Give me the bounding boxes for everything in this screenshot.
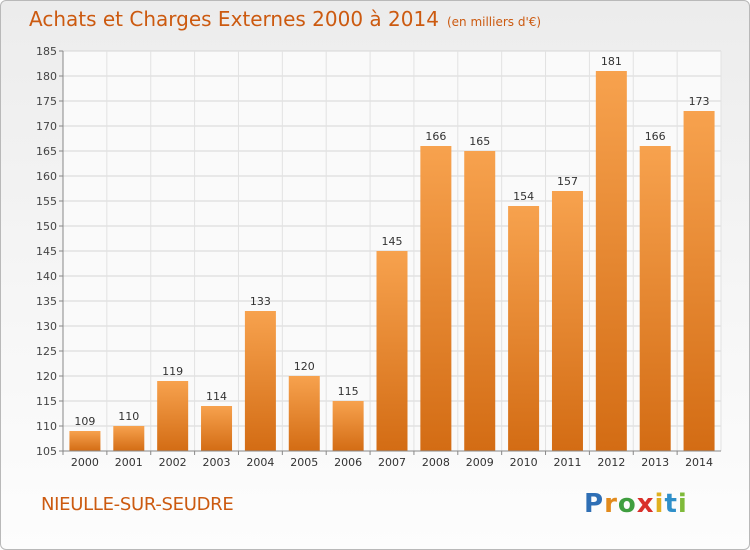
y-tick-label: 175 (36, 95, 57, 108)
bar (639, 146, 671, 451)
bar (201, 406, 233, 451)
y-tick-label: 145 (36, 245, 57, 258)
x-tick-label: 2005 (290, 456, 318, 469)
y-tick-label: 160 (36, 170, 57, 183)
x-tick-label: 2007 (378, 456, 406, 469)
x-tick-label: 2012 (597, 456, 625, 469)
bar (244, 311, 276, 451)
bar (464, 151, 496, 451)
bar (113, 426, 145, 451)
x-tick-label: 2014 (685, 456, 713, 469)
data-label: 120 (294, 360, 315, 373)
x-tick-label: 2013 (641, 456, 669, 469)
x-tick-label: 2004 (246, 456, 274, 469)
title-row: Achats et Charges Externes 2000 à 2014 (e… (29, 7, 541, 31)
data-label: 133 (250, 295, 271, 308)
proxiti-logo[interactable]: Proxiti (584, 489, 688, 519)
bar (420, 146, 452, 451)
data-label: 166 (645, 130, 666, 143)
bar (69, 431, 101, 451)
y-tick-label: 130 (36, 320, 57, 333)
y-tick-label: 165 (36, 145, 57, 158)
data-label: 110 (118, 410, 139, 423)
bar (551, 191, 583, 451)
x-tick-label: 2011 (553, 456, 581, 469)
data-label: 165 (469, 135, 490, 148)
bar (376, 251, 408, 451)
x-tick-label: 2010 (510, 456, 538, 469)
data-label: 157 (557, 175, 578, 188)
data-label: 145 (382, 235, 403, 248)
x-tick-label: 2001 (115, 456, 143, 469)
y-tick-label: 140 (36, 270, 57, 283)
bar (332, 401, 364, 451)
y-tick-label: 115 (36, 395, 57, 408)
logo-letter: i (654, 489, 665, 519)
y-tick-label: 105 (36, 445, 57, 458)
x-tick-label: 2009 (466, 456, 494, 469)
y-tick-label: 150 (36, 220, 57, 233)
y-tick-label: 135 (36, 295, 57, 308)
x-tick-label: 2003 (203, 456, 231, 469)
data-label: 114 (206, 390, 227, 403)
y-tick-label: 170 (36, 120, 57, 133)
x-tick-label: 2002 (159, 456, 187, 469)
y-tick-label: 155 (36, 195, 57, 208)
data-label: 166 (425, 130, 446, 143)
logo-letter: t (664, 489, 678, 519)
x-tick-label: 2006 (334, 456, 362, 469)
chart-subtitle: (en milliers d'€) (446, 15, 542, 29)
data-label: 109 (74, 415, 95, 428)
chart-title: Achats et Charges Externes 2000 à 2014 (29, 7, 439, 31)
logo-letter: i (677, 489, 688, 519)
data-label: 181 (601, 55, 622, 68)
bar (683, 111, 715, 451)
bar (508, 206, 540, 451)
logo-letter: r (604, 489, 618, 519)
bar (595, 71, 627, 451)
logo-letter: o (617, 489, 637, 519)
logo-letter: P (584, 489, 605, 519)
bar (157, 381, 189, 451)
y-tick-label: 125 (36, 345, 57, 358)
bar (288, 376, 320, 451)
data-label: 119 (162, 365, 183, 378)
x-tick-label: 2000 (71, 456, 99, 469)
data-label: 154 (513, 190, 534, 203)
y-tick-label: 180 (36, 70, 57, 83)
y-tick-label: 185 (36, 45, 57, 58)
place-name: NIEULLE-SUR-SEUDRE (41, 494, 234, 515)
x-tick-label: 2008 (422, 456, 450, 469)
data-label: 173 (689, 95, 710, 108)
y-tick-label: 120 (36, 370, 57, 383)
data-label: 115 (338, 385, 359, 398)
logo-letter: x (636, 489, 655, 519)
y-tick-label: 110 (36, 420, 57, 433)
